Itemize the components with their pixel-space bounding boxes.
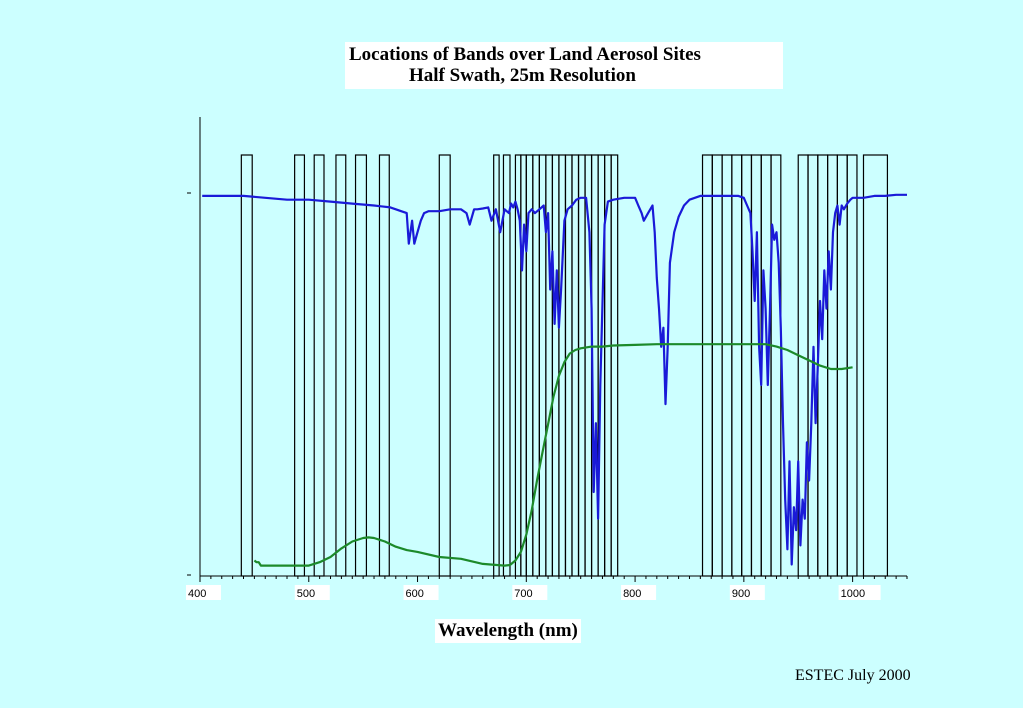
- band-3: [313, 154, 325, 577]
- series-vegetation-line: [253, 343, 853, 567]
- x-tick-label: 900: [732, 588, 750, 600]
- x-tick-label: 1000: [841, 588, 865, 600]
- band-9: [502, 154, 511, 577]
- band-13: [532, 154, 540, 577]
- x-tick-label: 400: [188, 588, 206, 600]
- x-tick-label-box: [403, 585, 439, 600]
- band-4: [335, 154, 347, 577]
- chart-title: Locations of Bands over Land Aerosol Sit…: [349, 44, 701, 65]
- series-layer: [202, 193, 907, 567]
- x-tick-label-box: [294, 585, 330, 600]
- band-1: [240, 154, 253, 577]
- x-tick-label: 800: [623, 588, 641, 600]
- band-11: [520, 154, 527, 577]
- chart-subtitle: Half Swath, 25m Resolution: [409, 65, 636, 86]
- footer-credit: ESTEC July 2000: [795, 667, 911, 684]
- band-2: [294, 154, 306, 577]
- x-tick-label-box: [186, 585, 221, 600]
- x-tick-label: 700: [514, 588, 532, 600]
- band-40: [862, 154, 889, 577]
- x-tick-label: 500: [297, 588, 315, 600]
- band-16: [551, 154, 560, 577]
- band-18: [564, 154, 573, 577]
- band-29: [731, 154, 743, 577]
- band-33: [770, 154, 782, 577]
- band-28: [721, 154, 733, 577]
- title-background: [345, 42, 783, 89]
- band-37: [826, 154, 838, 577]
- band-27: [711, 154, 723, 577]
- x-tick-label-box: [621, 585, 657, 600]
- band-7: [438, 154, 451, 577]
- band-20: [577, 154, 586, 577]
- axes-layer: 400 500 600 700 800 900 1000: [186, 117, 908, 600]
- band-39: [846, 154, 858, 577]
- band-5: [354, 154, 368, 577]
- band-25: [610, 154, 619, 577]
- x-tick-label: 600: [406, 588, 424, 600]
- band-26: [701, 154, 713, 577]
- band-6: [378, 154, 390, 577]
- x-axis-label: Wavelength (nm): [435, 619, 581, 643]
- band-19: [571, 154, 580, 577]
- series-transmission-line: [202, 193, 907, 566]
- x-tick-label-box: [729, 585, 765, 600]
- x-tick-label-box: [512, 585, 548, 600]
- x-tick-label-box: [838, 585, 881, 600]
